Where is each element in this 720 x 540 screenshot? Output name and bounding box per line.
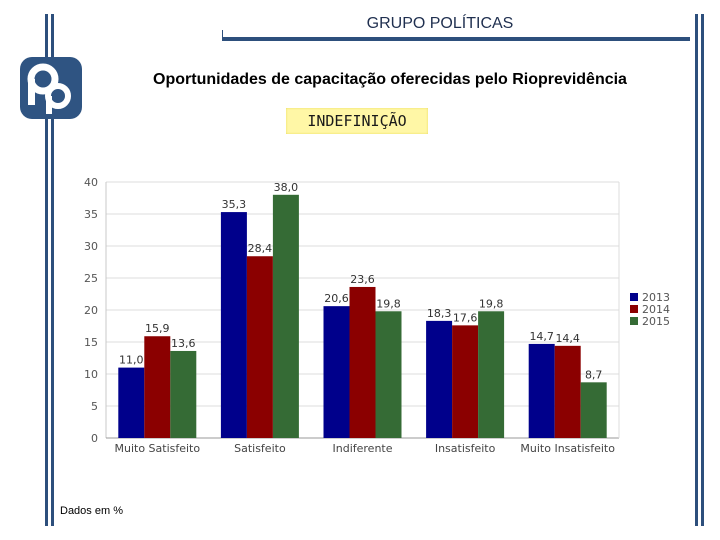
bar-2013 [426,320,453,438]
bar-2013 [118,367,145,438]
x-tick-label: Indiferente [333,442,393,455]
data-label: 19,8 [479,297,504,310]
y-tick-label: 30 [84,240,98,253]
legend-swatch-2013 [630,293,638,301]
y-tick-label: 10 [84,368,98,381]
right-frame-bar-2 [701,14,704,526]
footnote: Dados em % [60,505,123,517]
data-label: 20,6 [324,292,349,305]
data-label: 18,3 [427,307,452,320]
bar-2014 [246,256,273,438]
legend-label: 2014 [642,303,670,316]
legend-label: 2013 [642,291,670,304]
data-label: 38,0 [274,181,299,194]
header-thin-line [222,30,223,37]
bar-2013 [323,306,350,438]
data-label: 14,4 [555,332,580,345]
bar-2015 [170,350,197,438]
y-tick-label: 20 [84,304,98,317]
bar-2014 [349,286,376,438]
x-tick-label: Muito Satisfeito [114,442,200,455]
data-label: 17,6 [453,311,478,324]
bar-2015 [375,311,402,438]
data-label: 35,3 [222,198,247,211]
bar-2015 [272,194,299,438]
x-tick-label: Satisfeito [234,442,286,455]
y-tick-label: 25 [84,272,98,285]
data-label: 15,9 [145,322,170,335]
bar-2015 [478,311,505,438]
legend-swatch-2015 [630,317,638,325]
left-frame-bar-2 [51,14,54,526]
data-label: 13,6 [171,337,196,350]
y-tick-label: 5 [91,400,98,413]
y-tick-label: 35 [84,208,98,221]
x-tick-label: Insatisfeito [435,442,496,455]
bar-2015 [580,382,607,438]
logo-pp-graphic [27,63,71,114]
status-badge: INDEFINIÇÃO [286,108,428,134]
data-label: 23,6 [350,273,375,286]
left-frame-bar-1 [45,14,48,526]
y-tick-label: 15 [84,336,98,349]
data-label: 11,0 [119,354,144,367]
header-title: GRUPO POLÍTICAS [366,15,514,32]
bar-2013 [528,343,555,438]
logo-pp-icon [20,57,82,119]
legend-label: 2015 [642,315,670,328]
right-frame-bar-1 [695,14,698,526]
page-title: Oportunidades de capacitação oferecidas … [153,71,627,88]
legend-swatch-2014 [630,305,638,313]
header-underline [222,37,690,41]
data-label: 14,7 [529,330,554,343]
x-tick-label: Muito Insatisfeito [520,442,615,455]
data-label: 8,7 [585,368,603,381]
bar-2014 [554,345,581,438]
bar-2013 [220,212,247,438]
data-label: 19,8 [376,297,401,310]
y-tick-label: 40 [84,176,98,189]
bar-2014 [452,325,479,438]
y-tick-label: 0 [91,432,98,445]
data-label: 28,4 [248,242,273,255]
bar-2014 [144,336,171,438]
